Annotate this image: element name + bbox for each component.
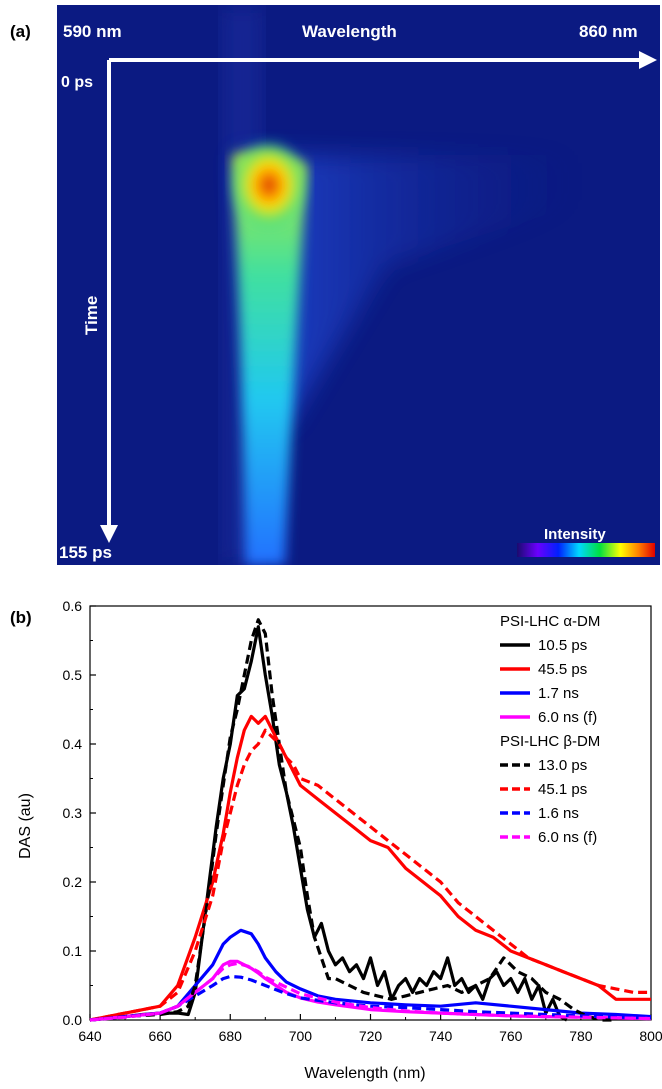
time-end-label: 155 ps bbox=[59, 543, 112, 562]
y-tick-label: 0.1 bbox=[63, 943, 83, 959]
legend-entry-label: 6.0 ns (f) bbox=[538, 709, 597, 726]
series-line-beta-1-6-ns bbox=[89, 974, 652, 1022]
time-start-label: 0 ps bbox=[61, 74, 93, 91]
y-tick-label: 0.3 bbox=[63, 805, 83, 821]
legend-entry-label: 1.7 ns bbox=[538, 685, 579, 702]
intensity-label: Intensity bbox=[544, 526, 606, 543]
x-tick-label: 700 bbox=[289, 1028, 313, 1044]
das-chart: 640 660 680 700 720 740 760 780 800 0.0 0.1 0.2 0.3 0… bbox=[0, 590, 662, 1084]
x-tick-label: 640 bbox=[78, 1028, 102, 1044]
series-line-beta-45-1-ps bbox=[89, 728, 651, 1022]
legend-entry-label: 13.0 ps bbox=[538, 757, 587, 774]
time-axis-label: Time bbox=[82, 296, 101, 335]
x-tick-label: 720 bbox=[359, 1028, 383, 1044]
legend-group-title: PSI-LHC β-DM bbox=[500, 733, 600, 750]
x-tick-label: 780 bbox=[569, 1028, 593, 1044]
legend-entry-label: 6.0 ns (f) bbox=[538, 829, 597, 846]
x-tick-label: 760 bbox=[499, 1028, 523, 1044]
y-tick-label: 0.2 bbox=[63, 874, 83, 890]
series-line-beta-6-0-ns-f- bbox=[89, 961, 652, 1022]
legend-entry-label: 10.5 ps bbox=[538, 637, 587, 654]
x-tick-label: 740 bbox=[429, 1028, 453, 1044]
intensity-colorbar bbox=[517, 543, 655, 557]
x-tick-label: 660 bbox=[148, 1028, 172, 1044]
series-line-alpha-10-5-ps bbox=[89, 625, 568, 1022]
y-tick-label: 0.0 bbox=[63, 1012, 83, 1028]
x-axis-label: Wavelength (nm) bbox=[304, 1065, 425, 1082]
legend-entry-label: 1.6 ns bbox=[538, 805, 579, 822]
wavelength-arrowhead bbox=[639, 51, 657, 69]
wl-end-label: 860 nm bbox=[579, 22, 638, 41]
series-line-beta-13-0-ps bbox=[89, 618, 616, 1022]
panel-a-label: (a) bbox=[10, 22, 31, 41]
wl-axis-label: Wavelength bbox=[302, 22, 397, 41]
legend-entry-label: 45.1 ps bbox=[538, 781, 587, 798]
legend-group-title: PSI-LHC α-DM bbox=[500, 613, 600, 630]
series-line-alpha-1-7-ns bbox=[89, 928, 652, 1022]
legend-entry-label: 45.5 ps bbox=[538, 661, 587, 678]
x-tick-label: 800 bbox=[639, 1028, 662, 1044]
y-tick-label: 0.6 bbox=[63, 598, 83, 614]
y-tick-label: 0.4 bbox=[63, 736, 83, 752]
panel-b-label: (b) bbox=[10, 608, 32, 627]
streak-camera-image: 590 nm Wavelength 860 nm 0 ps Time 155 p… bbox=[57, 5, 660, 565]
y-axis-label: DAS (au) bbox=[17, 793, 34, 859]
wl-start-label: 590 nm bbox=[63, 22, 122, 41]
series-line-alpha-45-5-ps bbox=[89, 714, 651, 1022]
x-tick-label: 680 bbox=[219, 1028, 243, 1044]
y-tick-label: 0.5 bbox=[63, 667, 83, 683]
time-arrowhead bbox=[100, 525, 118, 543]
